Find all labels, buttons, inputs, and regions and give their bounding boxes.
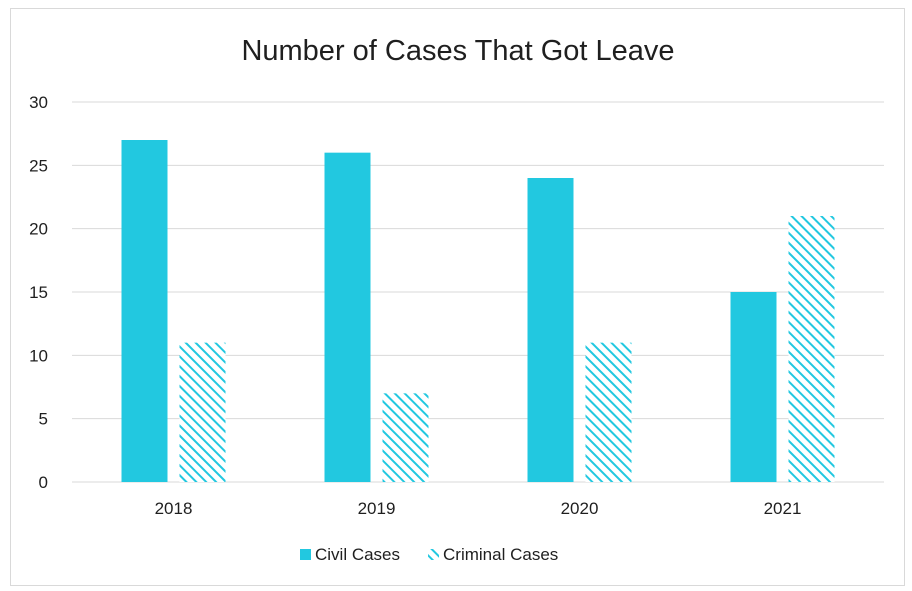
bar-criminal-cases-2021: [788, 216, 835, 482]
bar-criminal-cases-2019: [382, 393, 429, 482]
y-tick-label: 20: [29, 220, 48, 239]
x-axis-ticks: 2018 2019 2020 2021: [155, 499, 802, 518]
y-tick-label: 0: [39, 473, 48, 492]
legend-swatch-civil-cases: [300, 549, 311, 560]
bar-criminal-cases-2018: [179, 342, 226, 482]
bar-criminal-cases-2020: [585, 342, 632, 482]
y-tick-label: 5: [39, 410, 48, 429]
y-tick-label: 25: [29, 156, 48, 175]
x-tick-label: 2020: [561, 499, 599, 518]
bars: [121, 140, 835, 482]
y-tick-label: 15: [29, 283, 48, 302]
bar-civil-cases-2021: [730, 292, 777, 482]
x-tick-label: 2019: [358, 499, 396, 518]
y-tick-label: 10: [29, 346, 48, 365]
bar-civil-cases-2019: [324, 152, 371, 482]
y-axis-ticks: 0 5 10 15 20 25 30: [29, 93, 48, 492]
y-tick-label: 30: [29, 93, 48, 112]
x-tick-label: 2018: [155, 499, 193, 518]
bar-civil-cases-2020: [527, 178, 574, 482]
legend: Civil Cases Criminal Cases: [300, 545, 558, 564]
chart-title: Number of Cases That Got Leave: [241, 35, 674, 67]
legend-label: Civil Cases: [315, 545, 400, 564]
x-tick-label: 2021: [764, 499, 802, 518]
bar-civil-cases-2018: [121, 140, 168, 482]
legend-label: Criminal Cases: [443, 545, 558, 564]
legend-swatch-criminal-cases: [428, 549, 440, 560]
